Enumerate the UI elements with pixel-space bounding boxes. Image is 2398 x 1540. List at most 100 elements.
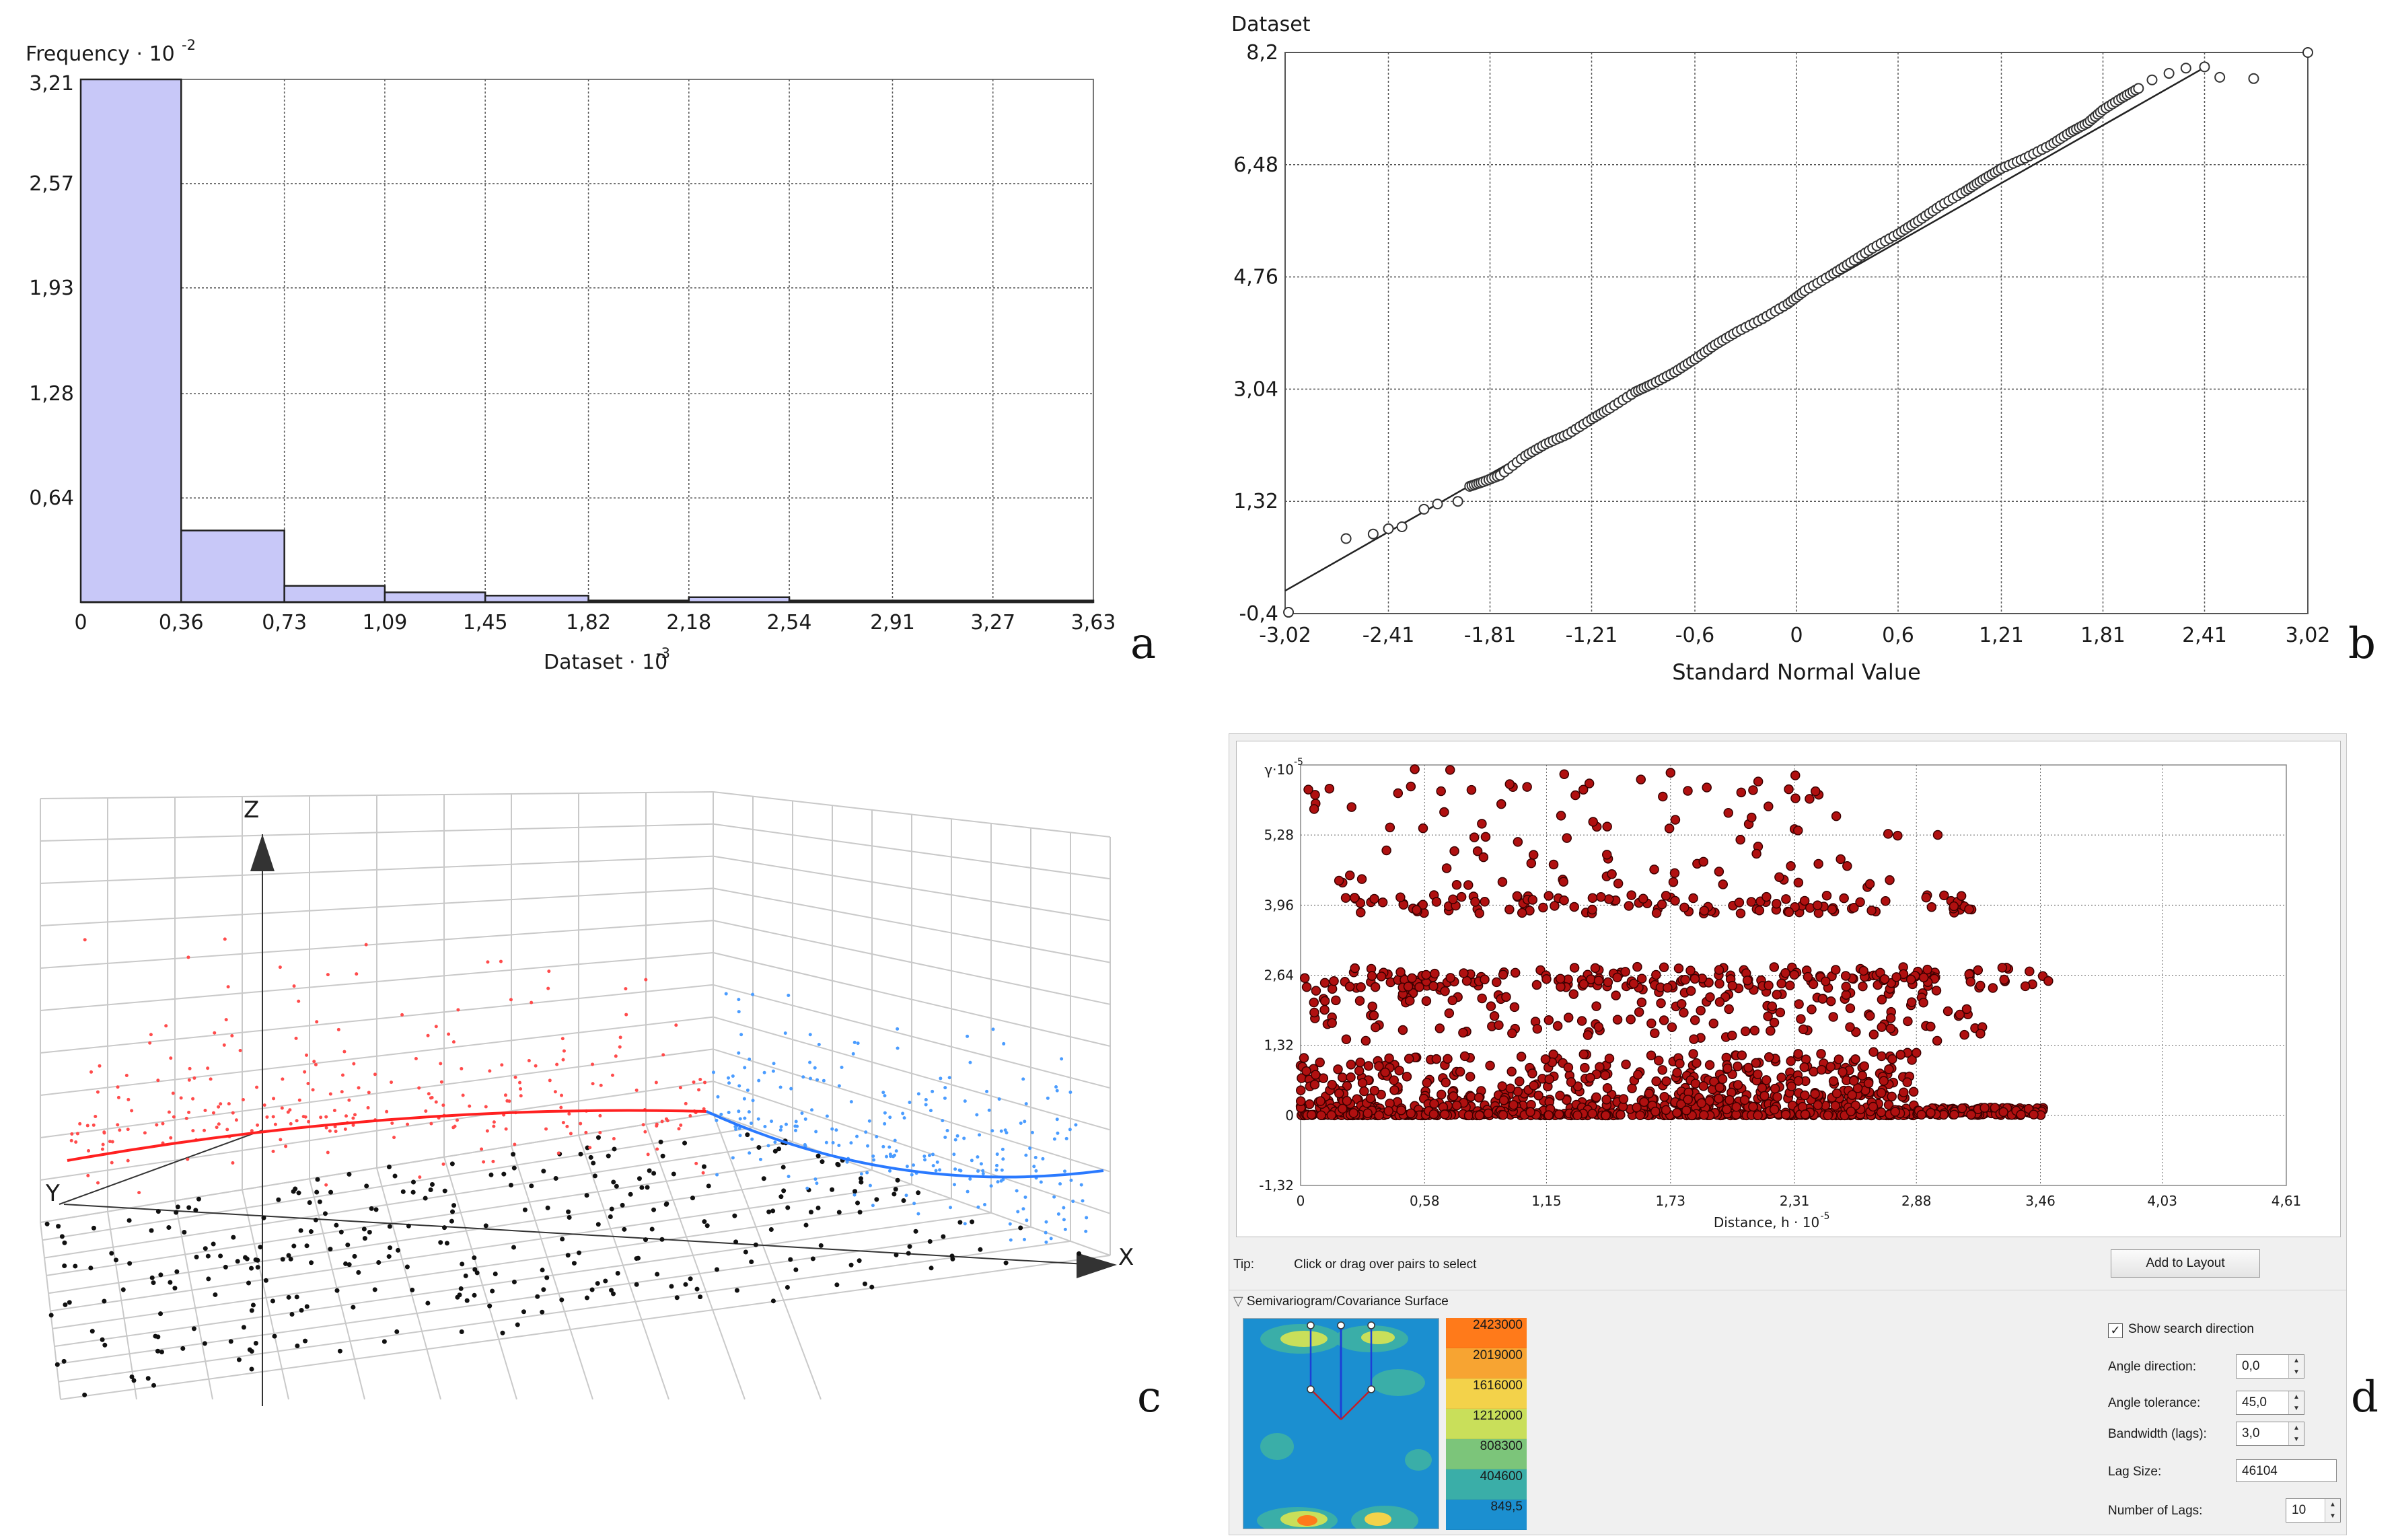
spin-up-icon[interactable]: ▲	[2293, 1424, 2300, 1432]
semivariogram-point	[1578, 979, 1589, 989]
lag-size-input[interactable]: 46104	[2236, 1459, 2337, 1482]
x-tick-label: 0,73	[262, 611, 307, 634]
floor-data-point	[540, 1309, 545, 1315]
semivariogram-point	[1739, 1095, 1750, 1105]
xz-projection-point	[830, 1127, 834, 1131]
floor-data-point	[606, 1153, 611, 1159]
yz-projection-point	[385, 1109, 389, 1113]
angle-tolerance-spinner[interactable]: 45,0 ▲ ▼	[2236, 1391, 2304, 1415]
floor-data-point	[714, 1267, 719, 1272]
number-of-lags-spinner[interactable]: 10 ▲ ▼	[2286, 1498, 2341, 1523]
semivariogram-point	[1964, 904, 1974, 914]
floor-data-point	[916, 1190, 921, 1196]
xz-projection-point	[1005, 1131, 1009, 1135]
xz-projection-point	[737, 1084, 741, 1088]
semivariogram-point	[1767, 1001, 1778, 1012]
yz-projection-point	[305, 1053, 309, 1057]
semivariogram-point	[1659, 1015, 1669, 1025]
semivariogram-point	[1309, 1007, 1319, 1018]
semivariogram-point	[1509, 1100, 1519, 1110]
semivariogram-point	[1559, 769, 1570, 779]
spin-up-icon[interactable]: ▲	[2329, 1501, 2336, 1508]
surface-collapse-toggle[interactable]: ▽ Semivariogram/Covariance Surface	[1233, 1294, 1449, 1309]
semivariogram-point	[1926, 1107, 1936, 1118]
xz-projection-point	[966, 1034, 970, 1038]
semivariogram-point	[1463, 1110, 1474, 1121]
xz-projection-point	[801, 1075, 805, 1079]
bandwidth-spinner[interactable]: 3,0 ▲ ▼	[2236, 1422, 2304, 1446]
semivariogram-surface-frame[interactable]	[1243, 1318, 1439, 1529]
floor-data-point	[236, 1357, 242, 1362]
xz-projection-point	[1063, 1169, 1067, 1173]
semivariogram-point	[1988, 983, 1998, 993]
show-search-direction-label: Show search direction	[2128, 1322, 2254, 1336]
xz-projection-point	[1025, 1218, 1029, 1222]
semivariogram-point	[1506, 1066, 1517, 1076]
floor-data-point	[733, 1239, 739, 1245]
spin-down-icon[interactable]: ▼	[2329, 1512, 2336, 1520]
xz-projection-point	[837, 1084, 841, 1088]
yz-projection-point	[171, 1091, 175, 1095]
spin-down-icon[interactable]: ▼	[2293, 1436, 2300, 1443]
semivariogram-point	[1513, 837, 1523, 847]
semivariogram-point	[1675, 1058, 1685, 1069]
xz-projection-point	[757, 1078, 761, 1083]
semivariogram-point	[1657, 900, 1667, 910]
semivariogram-point	[1611, 990, 1621, 1000]
y-tick-label: 8,2	[1246, 41, 1278, 65]
floor-data-point	[113, 1257, 118, 1263]
floor-grid-line	[60, 1255, 1111, 1400]
floor-data-point	[970, 1219, 975, 1224]
semivariogram-point	[1556, 982, 1566, 992]
xz-projection-point	[738, 1117, 742, 1121]
yz-projection-point	[364, 943, 368, 947]
semivariogram-point	[1578, 784, 1589, 795]
spin-up-icon[interactable]: ▲	[2293, 1357, 2300, 1364]
floor-data-point	[1077, 1251, 1082, 1256]
semivariogram-point	[1459, 1051, 1470, 1062]
spin-down-icon[interactable]: ▼	[2293, 1405, 2300, 1412]
floor-data-point	[392, 1173, 398, 1179]
xz-projection-point	[883, 1094, 887, 1098]
spin-up-icon[interactable]: ▲	[2293, 1393, 2300, 1401]
semivariogram-cloud-chart[interactable]: 0 0,58 1,15 1,73 2,31 2,88 3,46 4,03 4,61-1,3201…	[1237, 741, 2340, 1237]
y-tick-label: 0,64	[29, 486, 74, 510]
spin-down-icon[interactable]: ▼	[2293, 1368, 2300, 1376]
floor-data-point	[815, 1153, 821, 1159]
yz-projection-point	[116, 1123, 120, 1127]
add-to-layout-button[interactable]: Add to Layout	[2111, 1249, 2260, 1278]
yz-projection-point	[137, 1191, 141, 1195]
semivariogram-point	[1887, 1091, 1897, 1102]
semivariogram-point	[1895, 1050, 1905, 1060]
floor-data-point	[338, 1229, 344, 1235]
xz-projection-point	[976, 1155, 980, 1159]
y-tick-label: 6,48	[1233, 153, 1278, 177]
floor-data-point	[1003, 1260, 1009, 1266]
floor-data-point	[62, 1263, 67, 1269]
floor-data-point	[611, 1179, 616, 1185]
yz-projection-point	[562, 1049, 566, 1053]
semivariogram-plot-frame[interactable]: 0 0,58 1,15 1,73 2,31 2,88 3,46 4,03 4,61 -1,32 0 1…	[1236, 741, 2341, 1237]
floor-data-point	[609, 1288, 614, 1293]
floor-data-point	[584, 1193, 589, 1198]
xz-projection-point	[825, 1114, 829, 1118]
floor-data-point	[293, 1186, 298, 1191]
xz-projection-point	[1071, 1200, 1075, 1204]
semivariogram-surface-map[interactable]	[1243, 1319, 1439, 1529]
xz-projection-point	[805, 1186, 809, 1190]
semivariogram-point	[1990, 1103, 2000, 1113]
floor-data-point	[595, 1281, 600, 1286]
floor-data-point	[334, 1222, 339, 1228]
yz-projection-point	[156, 1078, 160, 1083]
floor-data-point	[309, 1260, 314, 1266]
x-tick-label: 0	[1297, 1193, 1305, 1209]
floor-data-point	[589, 1287, 595, 1292]
angle-direction-spinner[interactable]: 0,0 ▲ ▼	[2236, 1354, 2304, 1379]
semivariogram-point	[1504, 904, 1515, 915]
floor-data-point	[314, 1189, 320, 1195]
semivariogram-point	[1650, 1028, 1660, 1038]
xz-projection-point	[963, 1222, 967, 1226]
show-search-direction-checkbox[interactable]: ✓	[2108, 1323, 2123, 1338]
xz-projection-point	[976, 1169, 980, 1173]
yz-projection-point	[544, 1127, 548, 1131]
